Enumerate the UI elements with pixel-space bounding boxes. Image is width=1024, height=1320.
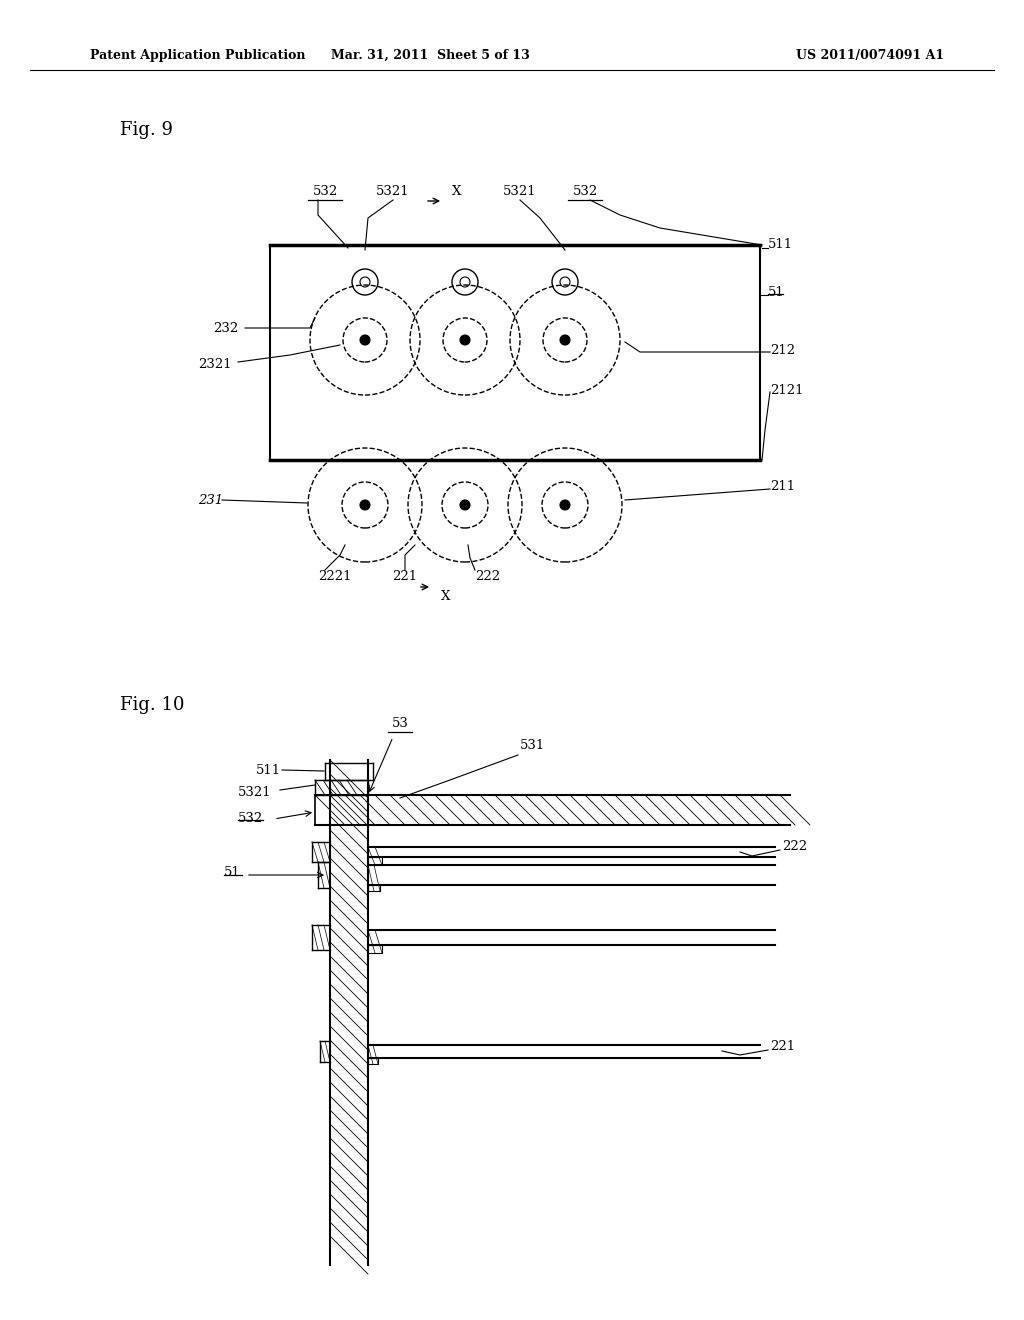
Text: 2121: 2121 [770,384,804,396]
Text: 511: 511 [256,763,282,776]
Circle shape [360,500,370,510]
Text: Patent Application Publication: Patent Application Publication [90,49,305,62]
Bar [368,857,382,865]
Circle shape [460,335,470,345]
Text: 231: 231 [198,494,223,507]
Circle shape [360,335,370,345]
Text: X: X [441,590,451,603]
Text: 5321: 5321 [503,185,537,198]
Text: 2321: 2321 [198,359,231,371]
Text: 531: 531 [520,739,545,752]
Text: Mar. 31, 2011  Sheet 5 of 13: Mar. 31, 2011 Sheet 5 of 13 [331,49,529,62]
Text: 53: 53 [391,717,409,730]
Circle shape [460,500,470,510]
Text: 211: 211 [770,480,795,494]
Text: 222: 222 [475,570,501,583]
Text: 532: 532 [312,185,338,198]
Text: X: X [453,185,462,198]
Text: 232: 232 [213,322,239,334]
Text: 5321: 5321 [376,185,410,198]
Text: 51: 51 [768,285,784,298]
Text: 511: 511 [768,239,794,252]
Text: Fig. 10: Fig. 10 [120,696,184,714]
Text: 221: 221 [392,570,418,583]
Text: 5321: 5321 [238,787,271,800]
Bar [368,945,382,953]
Bar [368,884,380,891]
Text: 222: 222 [782,841,807,854]
Circle shape [560,335,570,345]
Text: 221: 221 [770,1040,795,1053]
Text: 51: 51 [224,866,241,879]
Text: Fig. 9: Fig. 9 [120,121,173,139]
Circle shape [560,500,570,510]
Text: 2221: 2221 [318,570,352,583]
Text: 532: 532 [572,185,598,198]
Text: 532: 532 [238,812,263,825]
Text: 212: 212 [770,343,795,356]
Text: US 2011/0074091 A1: US 2011/0074091 A1 [796,49,944,62]
Bar [368,1059,378,1064]
